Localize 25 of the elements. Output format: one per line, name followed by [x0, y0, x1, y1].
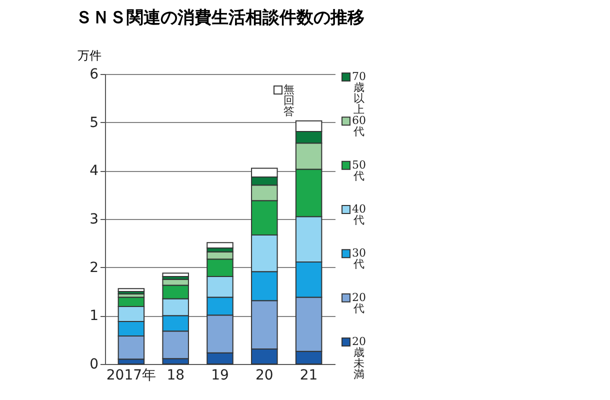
- x-tick-label: 20: [255, 368, 274, 384]
- legend-label: 30代: [352, 246, 366, 271]
- bar: [206, 242, 234, 248]
- legend-label: 50代: [352, 158, 366, 182]
- y-tick-label: 2: [90, 260, 98, 276]
- legend-label: 60代: [352, 114, 366, 138]
- legend-label: 70歳以上: [352, 70, 366, 116]
- x-tick-label: 2017年: [106, 368, 156, 384]
- y-axis-title: 万件: [78, 48, 102, 62]
- y-tick-label: 4: [90, 163, 99, 180]
- legend-label: 20代: [352, 290, 366, 315]
- legend-label: 20歳未満: [352, 335, 366, 381]
- legend-label: 40代: [352, 202, 366, 226]
- bar: [118, 288, 145, 292]
- bar: [162, 272, 189, 278]
- x-tick-label: 21: [300, 368, 318, 384]
- x-tick-label: 19: [211, 368, 229, 384]
- legend-label: 無回答: [284, 82, 294, 118]
- y-tick-label: 1: [90, 308, 98, 324]
- y-tick-label: 3: [90, 212, 98, 228]
- y-tick-label: 5: [90, 114, 98, 131]
- y-tick-label: 6: [90, 66, 99, 82]
- chart-title: ＳＮＳ関連の消費生活相談件数の推移: [76, 8, 364, 28]
- x-tick-label: 18: [166, 368, 185, 384]
- y-tick-label: 0: [90, 356, 98, 372]
